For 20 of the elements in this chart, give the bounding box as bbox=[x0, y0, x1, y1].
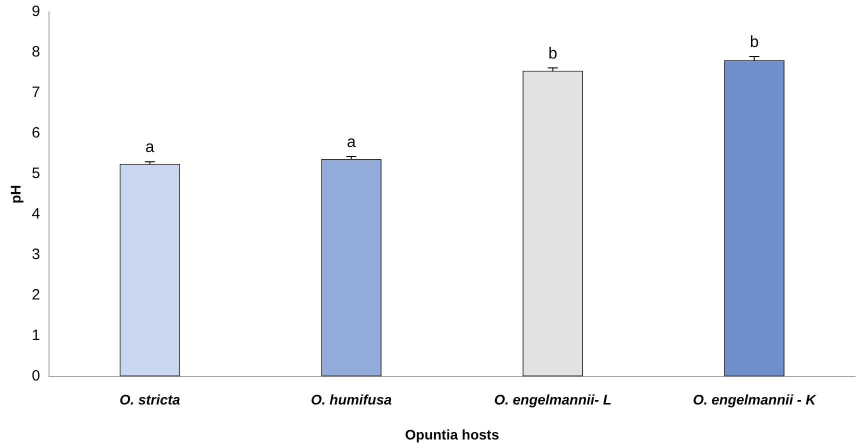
x-tick-label: O. stricta bbox=[120, 392, 180, 408]
y-tick-label: 1 bbox=[32, 327, 40, 344]
y-tick-label: 6 bbox=[32, 124, 40, 142]
y-tick-label: 4 bbox=[32, 206, 40, 223]
y-tick-label: 9 bbox=[32, 3, 40, 20]
x-axis-title: Opuntia hosts bbox=[405, 426, 500, 442]
y-tick-label: 5 bbox=[32, 165, 40, 182]
y-tick-label: 8 bbox=[32, 44, 40, 61]
annotation: b bbox=[548, 45, 558, 62]
x-tick-label: O. humifusa bbox=[310, 392, 392, 408]
x-tick-label: O. engelmannii- L bbox=[494, 392, 612, 408]
annotation: a bbox=[145, 139, 154, 156]
y-tick-label: 2 bbox=[32, 286, 40, 304]
annotation: b bbox=[750, 34, 759, 51]
annotation: a bbox=[346, 134, 356, 151]
y-tick-label: 7 bbox=[32, 84, 40, 102]
y-tick-label: 0 bbox=[32, 368, 40, 385]
y-tick-label: 3 bbox=[32, 246, 40, 264]
x-tick-label: O. engelmannii - K bbox=[692, 392, 817, 408]
y-axis-title: pH bbox=[7, 184, 24, 204]
